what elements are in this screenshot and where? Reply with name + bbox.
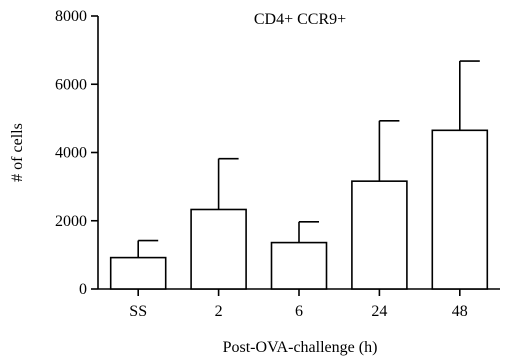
bar — [109, 256, 167, 290]
y-tick-label: 4000 — [55, 145, 87, 162]
y-tick-label: 0 — [79, 281, 87, 298]
x-tick-label: 48 — [452, 303, 468, 320]
x-tick-label: SS — [129, 303, 147, 320]
y-axis-label: # of cells — [9, 123, 26, 182]
y-tick-label: 6000 — [55, 76, 87, 93]
plot-area: 0 2000 4000 6000 8000 SS 2 6 24 48 — [55, 8, 500, 320]
x-tick-label: 6 — [295, 303, 303, 320]
bar — [190, 208, 247, 290]
y-tick-label: 2000 — [55, 213, 87, 230]
x-axis-label: Post-OVA-challenge (h) — [223, 339, 378, 356]
bar — [270, 241, 328, 290]
bar — [351, 180, 408, 290]
chart-title: CD4+ CCR9+ — [254, 11, 346, 28]
x-tick-label: 2 — [215, 303, 223, 320]
x-tick-label: 24 — [371, 303, 387, 320]
y-tick-label: 8000 — [55, 8, 87, 25]
bar — [431, 129, 489, 290]
